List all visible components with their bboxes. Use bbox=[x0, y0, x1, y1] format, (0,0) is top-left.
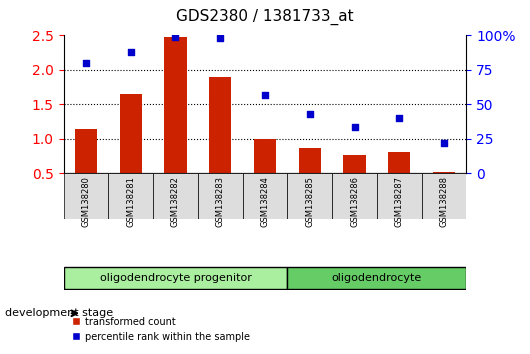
Point bbox=[216, 35, 225, 41]
Bar bbox=[388, 152, 410, 173]
Text: GSM138281: GSM138281 bbox=[126, 176, 135, 227]
Text: oligodendrocyte: oligodendrocyte bbox=[332, 273, 422, 283]
FancyBboxPatch shape bbox=[153, 173, 198, 219]
Text: GDS2380 / 1381733_at: GDS2380 / 1381733_at bbox=[176, 8, 354, 25]
Point bbox=[350, 124, 359, 129]
Text: GSM138287: GSM138287 bbox=[395, 176, 404, 227]
Text: GSM138288: GSM138288 bbox=[439, 176, 448, 227]
Bar bbox=[433, 172, 455, 173]
Bar bbox=[120, 94, 142, 173]
Point bbox=[440, 140, 448, 146]
FancyBboxPatch shape bbox=[377, 173, 422, 219]
Point bbox=[305, 111, 314, 117]
Bar bbox=[254, 139, 276, 173]
Text: GSM138280: GSM138280 bbox=[82, 176, 91, 227]
Text: GSM138286: GSM138286 bbox=[350, 176, 359, 227]
FancyBboxPatch shape bbox=[243, 173, 287, 219]
Point bbox=[127, 49, 135, 55]
Point bbox=[395, 115, 403, 121]
Bar bbox=[164, 37, 187, 173]
FancyBboxPatch shape bbox=[198, 173, 243, 219]
Text: GSM138283: GSM138283 bbox=[216, 176, 225, 227]
Text: oligodendrocyte progenitor: oligodendrocyte progenitor bbox=[100, 273, 251, 283]
Bar bbox=[298, 148, 321, 173]
FancyBboxPatch shape bbox=[287, 267, 466, 289]
Point bbox=[171, 34, 180, 40]
Bar bbox=[75, 129, 97, 173]
FancyBboxPatch shape bbox=[64, 173, 108, 219]
FancyBboxPatch shape bbox=[332, 173, 377, 219]
Text: development stage: development stage bbox=[5, 308, 113, 318]
FancyBboxPatch shape bbox=[422, 173, 466, 219]
Point bbox=[82, 60, 90, 66]
Legend: transformed count, percentile rank within the sample: transformed count, percentile rank withi… bbox=[68, 313, 254, 346]
FancyBboxPatch shape bbox=[108, 173, 153, 219]
FancyBboxPatch shape bbox=[287, 173, 332, 219]
FancyBboxPatch shape bbox=[64, 267, 287, 289]
Bar bbox=[209, 77, 232, 173]
Bar bbox=[343, 155, 366, 173]
Point bbox=[261, 92, 269, 98]
Text: GSM138285: GSM138285 bbox=[305, 176, 314, 227]
Text: GSM138284: GSM138284 bbox=[261, 176, 269, 227]
Text: GSM138282: GSM138282 bbox=[171, 176, 180, 227]
